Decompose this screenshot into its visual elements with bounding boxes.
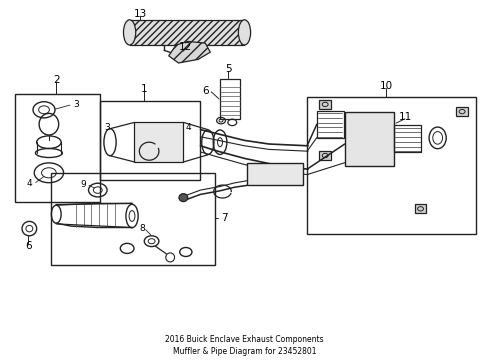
Text: 5: 5 — [224, 64, 231, 74]
Text: 2016 Buick Enclave Exhaust Components
Muffler & Pipe Diagram for 23452801: 2016 Buick Enclave Exhaust Components Mu… — [165, 335, 323, 356]
Bar — [319, 100, 330, 109]
Bar — [393, 125, 420, 152]
Ellipse shape — [238, 20, 250, 45]
Ellipse shape — [179, 194, 187, 202]
Bar — [15, 94, 100, 202]
Text: 3: 3 — [104, 122, 110, 131]
Text: 12: 12 — [179, 42, 192, 52]
Text: 4: 4 — [26, 179, 32, 188]
Text: 6: 6 — [202, 86, 208, 96]
Text: 6: 6 — [25, 240, 32, 251]
Text: 9: 9 — [80, 180, 86, 189]
Bar — [134, 122, 183, 162]
Text: 2: 2 — [53, 75, 60, 85]
Bar — [129, 20, 244, 45]
Text: 4: 4 — [185, 122, 191, 131]
Bar — [316, 111, 343, 138]
Text: 13: 13 — [133, 9, 147, 19]
Ellipse shape — [123, 20, 136, 45]
Text: 1: 1 — [141, 84, 147, 94]
Polygon shape — [168, 41, 210, 63]
Text: 10: 10 — [379, 81, 392, 91]
Bar — [344, 112, 393, 166]
Text: 7: 7 — [220, 213, 227, 223]
Bar — [455, 107, 467, 116]
Bar — [246, 163, 303, 185]
Bar — [51, 173, 215, 265]
Bar — [319, 151, 330, 160]
Text: 8: 8 — [139, 224, 144, 233]
Text: 3: 3 — [73, 100, 79, 109]
Bar — [220, 79, 239, 119]
Bar — [414, 204, 426, 213]
Text: 11: 11 — [398, 112, 412, 122]
Bar — [306, 97, 475, 234]
Bar — [100, 101, 200, 180]
